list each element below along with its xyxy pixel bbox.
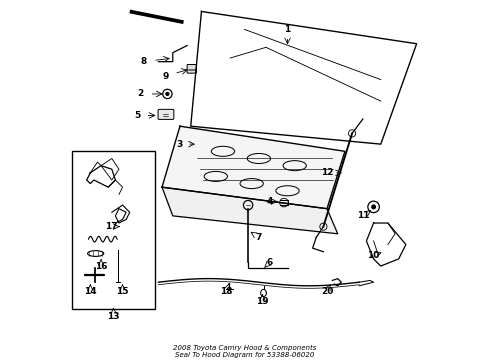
FancyBboxPatch shape: [158, 109, 174, 120]
Polygon shape: [162, 126, 344, 209]
Text: 6: 6: [266, 258, 272, 267]
Text: 12: 12: [320, 168, 332, 177]
Text: 3: 3: [177, 140, 183, 149]
Text: 9: 9: [162, 72, 168, 81]
Text: 17: 17: [105, 222, 118, 231]
Text: 10: 10: [366, 251, 379, 260]
Polygon shape: [162, 187, 337, 234]
FancyBboxPatch shape: [187, 64, 196, 73]
Text: 14: 14: [84, 287, 97, 296]
Text: 2: 2: [137, 89, 143, 98]
Text: 4: 4: [266, 197, 272, 206]
Text: 1: 1: [284, 25, 290, 34]
Text: 8: 8: [141, 57, 147, 66]
Text: 13: 13: [107, 312, 120, 321]
Text: 5: 5: [134, 111, 140, 120]
Text: 19: 19: [256, 297, 268, 306]
Text: 2008 Toyota Camry Hood & Components
Seal To Hood Diagram for 53388-06020: 2008 Toyota Camry Hood & Components Seal…: [172, 345, 316, 357]
Circle shape: [371, 205, 375, 209]
Text: 15: 15: [116, 287, 128, 296]
Text: 18: 18: [220, 287, 232, 296]
Bar: [72, 151, 155, 309]
Text: 7: 7: [255, 233, 262, 242]
Circle shape: [165, 93, 168, 95]
Text: 11: 11: [356, 211, 368, 220]
Text: 20: 20: [320, 287, 332, 296]
Text: 16: 16: [95, 262, 107, 271]
